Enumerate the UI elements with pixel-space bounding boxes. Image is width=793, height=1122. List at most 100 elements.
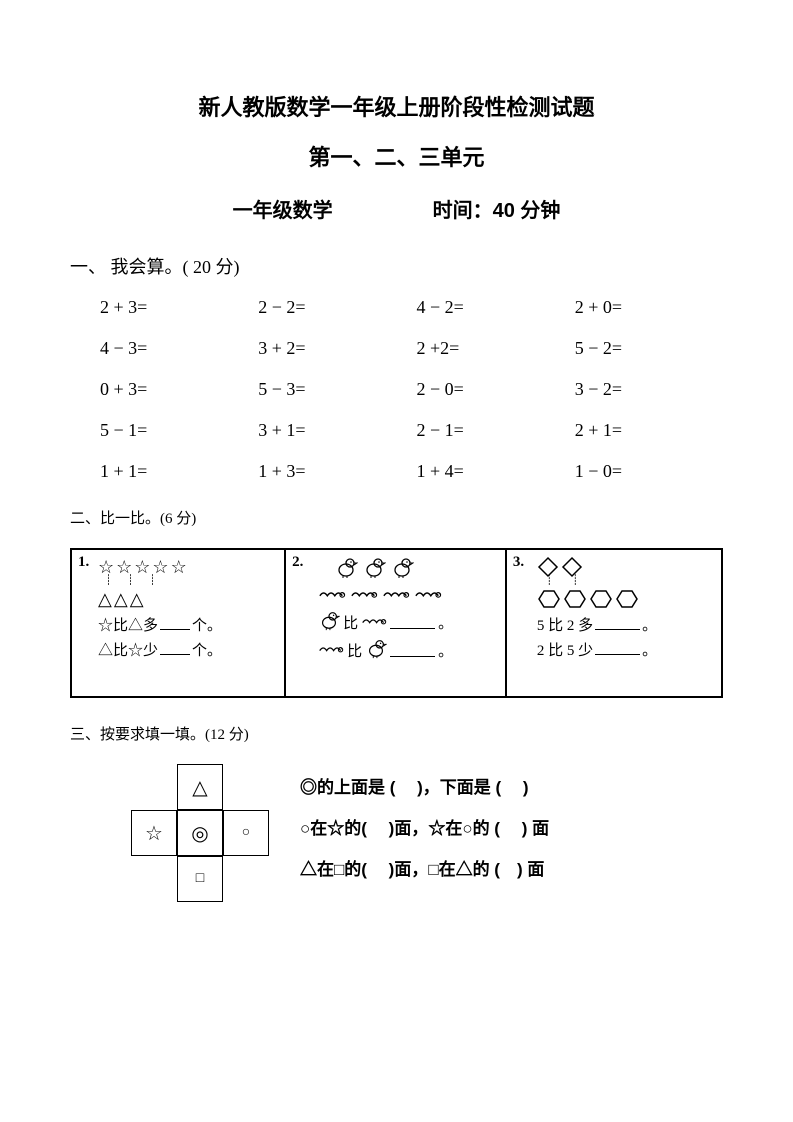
triangle-icon: △ <box>114 589 128 610</box>
hexagon-icon <box>537 588 561 610</box>
p1-line2: △比☆少 个。 <box>98 639 276 660</box>
chick-icon <box>318 609 340 636</box>
chick-icon <box>365 637 387 664</box>
calc-cell: 2 +2= <box>417 338 565 359</box>
p3-line1: 5 比 2 多 。 <box>537 614 713 635</box>
sec3-line3: △在□的( )面，□在△的 ( ) 面 <box>300 850 549 891</box>
chick-icon <box>318 609 340 636</box>
blank[interactable] <box>390 615 435 629</box>
chick-icon <box>365 637 387 664</box>
worm-icon <box>414 586 442 605</box>
chick-icon <box>390 555 414 584</box>
p2-end2: 。 <box>438 640 453 661</box>
dash-row-1: ┊┊┊ <box>98 578 276 588</box>
calc-grid: 2 + 3= 2 − 2= 4 − 2= 2 + 0= 4 − 3= 3 + 2… <box>70 297 723 482</box>
hex-row <box>537 588 713 610</box>
sec2-heading: 二、比一比。(6 分) <box>70 507 723 528</box>
grade-label: 一年级数学 <box>233 194 333 223</box>
calc-cell: 4 − 2= <box>417 297 565 318</box>
panel-2: 2. 比 。 比 。 <box>286 550 507 696</box>
calc-cell: 1 − 0= <box>575 461 723 482</box>
p2-t2: 比 <box>347 640 362 661</box>
panel-3: 3. ┊┊ 5 比 2 多 。 2 比 5 少 。 <box>507 550 721 696</box>
time-label: 时间：40 分钟 <box>433 194 561 223</box>
blank[interactable] <box>160 641 190 655</box>
panel-num-3: 3. <box>513 554 524 571</box>
triangle-icon: △ <box>98 589 112 610</box>
p3-end1: 。 <box>642 614 657 635</box>
calc-cell: 3 − 2= <box>575 379 723 400</box>
calc-cell: 2 + 1= <box>575 420 723 441</box>
panel-1: 1. ☆☆☆☆☆ ┊┊┊ △△△ ☆比△多 个。 △比☆少 个。 <box>72 550 286 696</box>
sec3-heading: 三、按要求填一填。(12 分) <box>70 723 723 744</box>
p1-l1a: ☆比△多 <box>98 614 158 635</box>
p1-line1: ☆比△多 个。 <box>98 614 276 635</box>
triangle-icon: △ <box>130 589 144 610</box>
calc-cell: 3 + 2= <box>258 338 406 359</box>
meta-row: 一年级数学 时间：40 分钟 <box>70 194 723 223</box>
chick-icon <box>362 555 386 584</box>
cell-left: ☆ <box>131 810 177 856</box>
p2-line2: 比 。 <box>318 636 497 664</box>
cell-bottom: □ <box>177 856 223 902</box>
blank[interactable] <box>390 643 435 657</box>
calc-cell: 1 + 1= <box>100 461 248 482</box>
p3-l1: 5 比 2 多 <box>537 614 593 635</box>
cross-diagram: △ ☆ ◎ ○ □ <box>130 764 270 904</box>
calc-cell: 3 + 1= <box>258 420 406 441</box>
worm-icon <box>361 613 387 632</box>
calc-cell: 5 − 3= <box>258 379 406 400</box>
blank[interactable] <box>595 616 640 630</box>
calc-cell: 2 + 3= <box>100 297 248 318</box>
sec1-heading: 一、 我会算。( 20 分) <box>70 253 723 279</box>
sec3-line1: ◎的上面是 ( )，下面是 ( ) <box>300 768 549 809</box>
title-sub: 第一、二、三单元 <box>70 140 723 172</box>
star-icon: ☆ <box>171 557 187 578</box>
cell-center: ◎ <box>177 810 223 856</box>
worm-row <box>318 582 497 608</box>
hexagon-icon <box>615 588 639 610</box>
p3-end2: 。 <box>642 639 657 660</box>
calc-cell: 2 − 2= <box>258 297 406 318</box>
p3-line2: 2 比 5 少 。 <box>537 639 713 660</box>
blank[interactable] <box>595 641 640 655</box>
calc-cell: 0 + 3= <box>100 379 248 400</box>
p1-l1b: 个。 <box>192 614 222 635</box>
cell-right: ○ <box>223 810 269 856</box>
calc-cell: 1 + 4= <box>417 461 565 482</box>
worm-icon <box>350 586 378 605</box>
worm-icon <box>318 641 344 660</box>
p3-l2: 2 比 5 少 <box>537 639 593 660</box>
worm-icon <box>382 586 410 605</box>
hexagon-icon <box>563 588 587 610</box>
blank[interactable] <box>160 616 190 630</box>
hexagon-icon <box>589 588 613 610</box>
worm-icon <box>361 613 387 632</box>
panel-num-2: 2. <box>292 554 303 571</box>
cell-top: △ <box>177 764 223 810</box>
star-row: ☆☆☆☆☆ <box>98 556 276 578</box>
sec3-wrap: △ ☆ ◎ ○ □ ◎的上面是 ( )，下面是 ( ) ○在☆的( )面，☆在○… <box>70 764 723 904</box>
calc-cell: 4 − 3= <box>100 338 248 359</box>
p2-t1: 比 <box>343 612 358 633</box>
title-main: 新人教版数学一年级上册阶段性检测试题 <box>70 90 723 122</box>
star-icon: ☆ <box>134 557 150 578</box>
sec3-line2: ○在☆的( )面，☆在○的 ( ) 面 <box>300 809 549 850</box>
p2-end: 。 <box>438 612 453 633</box>
panel-num-1: 1. <box>78 554 89 571</box>
calc-cell: 2 − 1= <box>417 420 565 441</box>
p1-l2a: △比☆少 <box>98 639 158 660</box>
compare-box: 1. ☆☆☆☆☆ ┊┊┊ △△△ ☆比△多 个。 △比☆少 个。 2. 比 <box>70 548 723 698</box>
calc-cell: 2 − 0= <box>417 379 565 400</box>
calc-cell: 5 − 2= <box>575 338 723 359</box>
diamond-row <box>537 556 713 578</box>
chick-row-top <box>334 556 497 582</box>
chick-icon <box>334 555 358 584</box>
calc-cell: 5 − 1= <box>100 420 248 441</box>
calc-cell: 2 + 0= <box>575 297 723 318</box>
worm-icon <box>318 641 344 660</box>
sec3-lines: ◎的上面是 ( )，下面是 ( ) ○在☆的( )面，☆在○的 ( ) 面 △在… <box>300 764 549 890</box>
p2-line1: 比 。 <box>318 608 497 636</box>
worm-icon <box>318 586 346 605</box>
p1-l2b: 个。 <box>192 639 222 660</box>
